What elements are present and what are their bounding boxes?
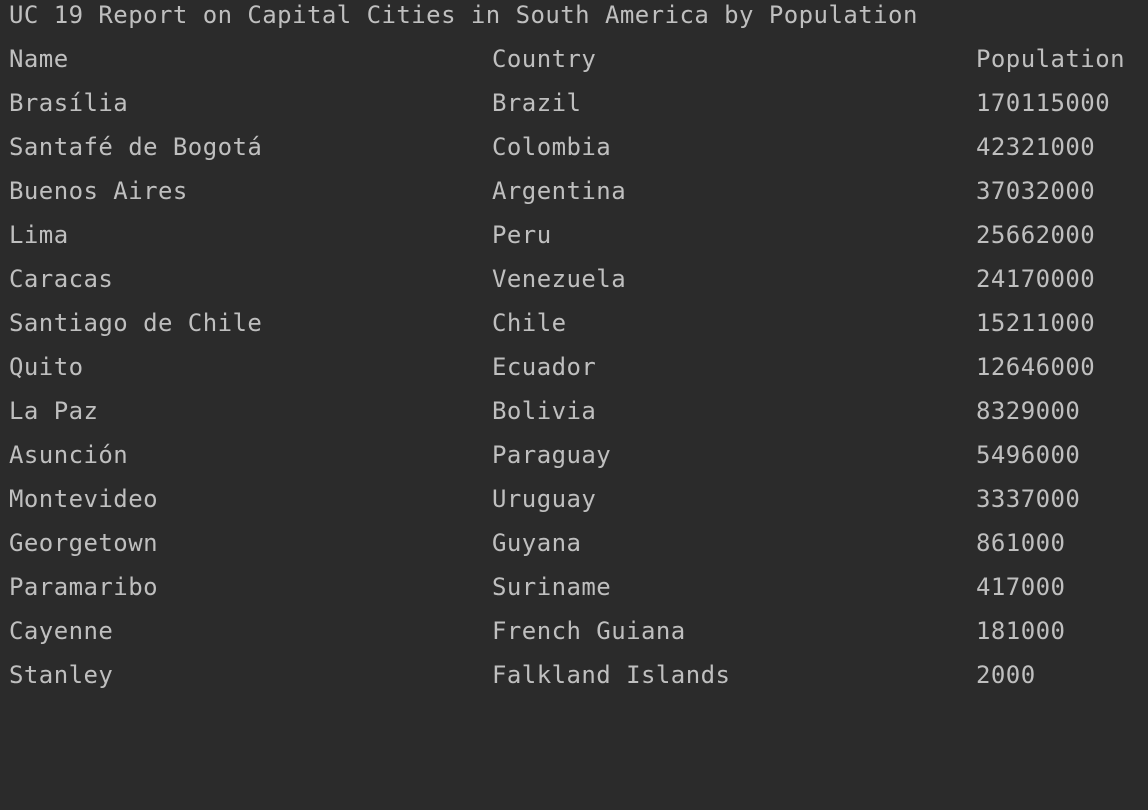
table-row: Cayenne French Guiana 181000 [9, 616, 1139, 660]
cell-country: Uruguay [492, 485, 597, 513]
cell-country: Venezuela [492, 265, 627, 293]
cell-name: Paramaribo [9, 573, 158, 601]
cell-country: Paraguay [492, 441, 612, 469]
cell-country: Brazil [492, 89, 582, 117]
cell-country: Peru [492, 221, 552, 249]
cell-country: Ecuador [492, 353, 597, 381]
cell-name: Lima [9, 221, 69, 249]
table-row: Georgetown Guyana 861000 [9, 528, 1139, 572]
table-row: Lima Peru 25662000 [9, 220, 1139, 264]
cell-country: Guyana [492, 529, 582, 557]
cell-population: 5496000 [976, 441, 1081, 469]
cell-country: Chile [492, 309, 567, 337]
cell-name: Cayenne [9, 617, 114, 645]
table-row: Montevideo Uruguay 3337000 [9, 484, 1139, 528]
cell-population: 42321000 [976, 133, 1096, 161]
cell-population: 37032000 [976, 177, 1096, 205]
cell-country: French Guiana [492, 617, 686, 645]
cell-population: 3337000 [976, 485, 1081, 513]
cell-name: Stanley [9, 661, 114, 689]
cell-population: 8329000 [976, 397, 1081, 425]
cell-name: Asunción [9, 441, 129, 469]
table-row: Brasília Brazil 170115000 [9, 88, 1139, 132]
cell-population: 861000 [976, 529, 1066, 557]
cell-name: Brasília [9, 89, 129, 117]
table-row: Santiago de Chile Chile 15211000 [9, 308, 1139, 352]
cell-country: Suriname [492, 573, 612, 601]
header-country: Country [492, 45, 597, 73]
table-header-row: Name Country Population [9, 44, 1139, 88]
cell-population: 25662000 [976, 221, 1096, 249]
cell-name: Santiago de Chile [9, 309, 263, 337]
cell-name: Georgetown [9, 529, 158, 557]
console-output[interactable]: UC 19 Report on Capital Cities in South … [0, 0, 1148, 704]
cell-country: Falkland Islands [492, 661, 731, 689]
table-row: La Paz Bolivia 8329000 [9, 396, 1139, 440]
cell-country: Colombia [492, 133, 612, 161]
header-name: Name [9, 45, 69, 73]
table-row: Stanley Falkland Islands 2000 [9, 660, 1139, 704]
cell-name: Caracas [9, 265, 114, 293]
cell-name: Buenos Aires [9, 177, 188, 205]
table-row: Quito Ecuador 12646000 [9, 352, 1139, 396]
cell-country: Argentina [492, 177, 627, 205]
cell-population: 2000 [976, 661, 1036, 689]
table-row: Caracas Venezuela 24170000 [9, 264, 1139, 308]
cell-name: Quito [9, 353, 84, 381]
cell-population: 12646000 [976, 353, 1096, 381]
cell-population: 170115000 [976, 89, 1111, 117]
table-row: Paramaribo Suriname 417000 [9, 572, 1139, 616]
cell-country: Bolivia [492, 397, 597, 425]
report-title: UC 19 Report on Capital Cities in South … [9, 1, 918, 29]
cell-population: 417000 [976, 573, 1066, 601]
header-population: Population [976, 45, 1125, 73]
cell-name: Montevideo [9, 485, 158, 513]
table-row: Asunción Paraguay 5496000 [9, 440, 1139, 484]
cell-population: 15211000 [976, 309, 1096, 337]
table-row: Santafé de Bogotá Colombia 42321000 [9, 132, 1139, 176]
cell-population: 181000 [976, 617, 1066, 645]
table-row: Buenos Aires Argentina 37032000 [9, 176, 1139, 220]
cell-name: La Paz [9, 397, 99, 425]
cell-population: 24170000 [976, 265, 1096, 293]
cell-name: Santafé de Bogotá [9, 133, 263, 161]
